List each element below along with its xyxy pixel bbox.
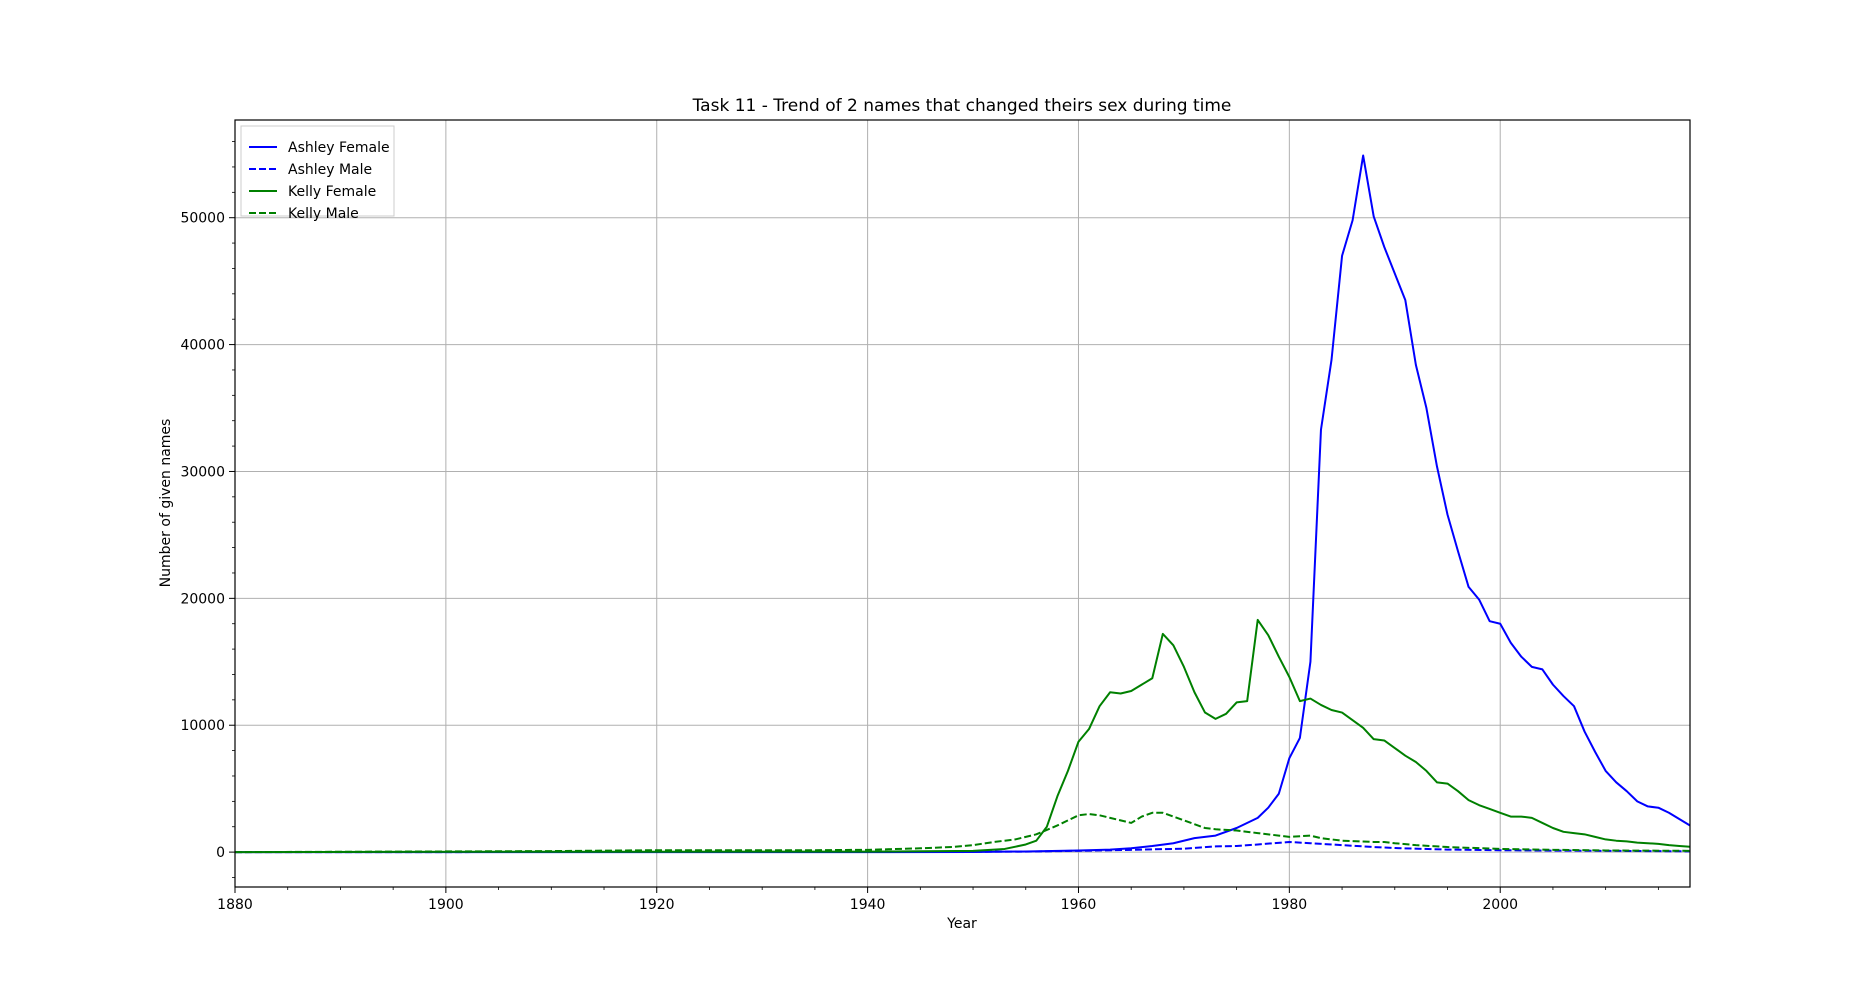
x-tick-label: 1900 [428, 897, 464, 913]
legend-label: Ashley Male [288, 162, 372, 178]
x-axis-title: Year [946, 916, 977, 932]
y-tick-label: 0 [216, 845, 225, 861]
legend-label: Kelly Male [288, 206, 359, 222]
legend: Ashley Female Ashley Male Kelly Female Kell… [240, 125, 395, 222]
legend-box [240, 125, 395, 217]
legend-label: Ashley Female [288, 140, 390, 156]
plot-area-frame [234, 119, 1691, 888]
y-tick-label: 10000 [180, 718, 225, 734]
x-tick-label: 2000 [1482, 897, 1518, 913]
legend-label: Kelly Female [288, 184, 376, 200]
x-tick-label: 1940 [850, 897, 886, 913]
series-line-kelly-male [234, 811, 1691, 854]
x-tick-label: 1880 [217, 897, 253, 913]
y-tick-label: 20000 [180, 591, 225, 607]
y-axis-title: Number of given names [158, 419, 174, 588]
series-line-ashley-male [234, 840, 1691, 854]
y-tick-label: 50000 [180, 211, 225, 227]
y-tick-label: 40000 [180, 338, 225, 354]
x-tick-label: 1980 [1272, 897, 1308, 913]
series-line-kelly-female [234, 618, 1691, 854]
series-line-ashley-female [235, 154, 1691, 854]
series-lines [234, 154, 1691, 854]
chart-title: Task 11 - Trend of 2 names that changed … [692, 96, 1232, 116]
x-tick-label: 1920 [639, 897, 675, 913]
axis-ticks: 1880 1900 1920 1940 1960 1980 2000010000200003… [180, 141, 1659, 913]
y-tick-label: 30000 [180, 464, 225, 480]
x-tick-label: 1960 [1061, 897, 1097, 913]
